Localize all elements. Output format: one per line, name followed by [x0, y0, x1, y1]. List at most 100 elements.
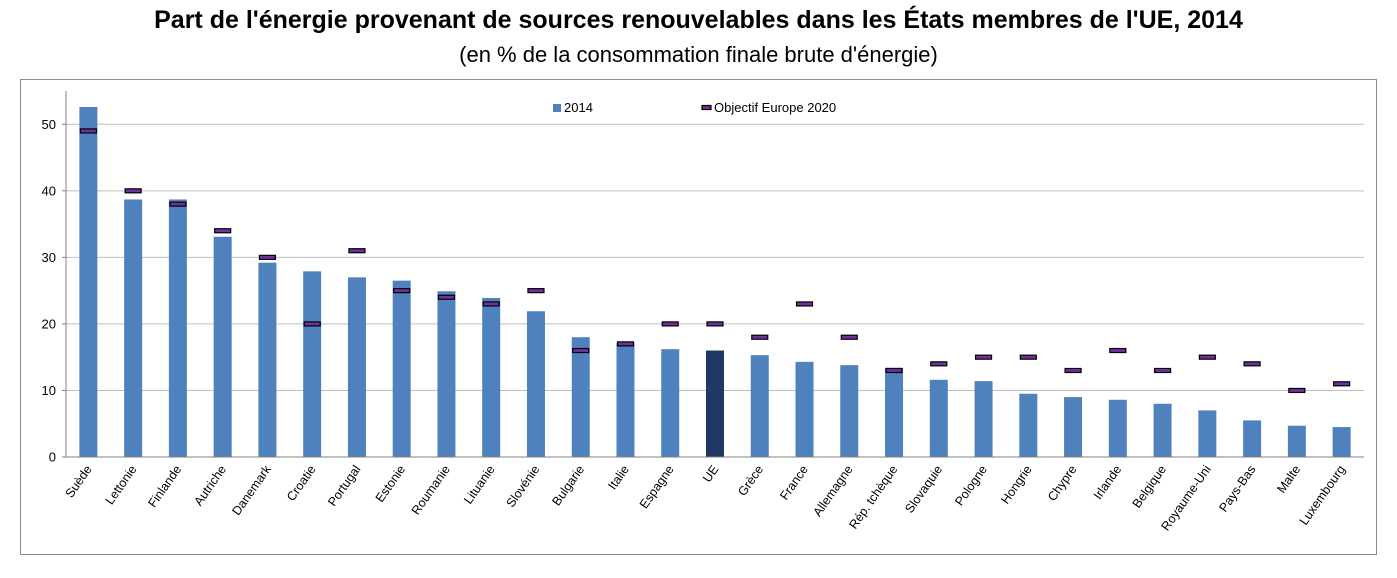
- x-tick-label: Danemark: [229, 462, 274, 518]
- target-marker: [348, 248, 366, 254]
- x-tick-label: Roumanie: [409, 463, 453, 518]
- target-marker: [572, 347, 590, 354]
- target-marker: [1288, 387, 1306, 394]
- bar: [1198, 410, 1217, 457]
- x-tick-label: Luxembourg: [1297, 463, 1348, 528]
- x-tick-label: Espagne: [637, 463, 677, 511]
- bar: [1243, 420, 1262, 457]
- bar: [1019, 393, 1038, 457]
- target-marker: [393, 288, 411, 294]
- target-marker: [79, 128, 97, 134]
- x-tick-label: Allemagne: [810, 463, 855, 519]
- legend-label-target: Objectif Europe 2020: [714, 100, 836, 115]
- y-tick-label: 40: [42, 183, 56, 198]
- bar: [79, 106, 98, 457]
- x-tick-label: Rép. tchèque: [846, 463, 900, 532]
- target-marker: [885, 367, 903, 374]
- x-tick-label: Bulgarie: [549, 463, 587, 509]
- bar: [795, 361, 814, 457]
- target-marker: [303, 321, 321, 327]
- x-tick-label: Pologne: [952, 463, 990, 509]
- x-tick-label: Croatie: [284, 463, 319, 504]
- y-tick-label: 30: [42, 250, 56, 265]
- x-tick-label: France: [777, 463, 811, 503]
- bar: [840, 365, 859, 457]
- target-marker: [751, 334, 769, 340]
- bar: [929, 379, 948, 457]
- target-marker: [974, 354, 993, 360]
- bar: [392, 280, 411, 457]
- bar: [661, 349, 680, 457]
- x-tick-label: Malte: [1274, 463, 1303, 496]
- x-tick-label: Estonie: [373, 463, 408, 505]
- target-marker: [1333, 381, 1351, 387]
- bar: [1108, 399, 1127, 457]
- bar: [482, 297, 501, 457]
- bar: [303, 271, 322, 457]
- axes: [65, 91, 1364, 458]
- target-marker: [840, 334, 858, 340]
- target-marker: [258, 254, 277, 260]
- bar: [616, 343, 635, 457]
- target-marker: [1198, 354, 1216, 360]
- target-marker: [1243, 361, 1261, 367]
- x-tick-label: Finlande: [145, 463, 184, 510]
- legend-swatch-2014: [553, 104, 561, 112]
- bar: [347, 277, 366, 457]
- target-marker: [124, 188, 142, 194]
- bar: [258, 262, 277, 457]
- x-tick-label: Lettonie: [103, 463, 140, 508]
- target-marker: [1019, 354, 1037, 360]
- target-marker: [437, 294, 456, 300]
- target-marker: [706, 321, 724, 327]
- bar: [437, 291, 456, 457]
- x-tick-label: Italie: [605, 463, 632, 493]
- x-tick-label: Grèce: [735, 463, 766, 499]
- chart-frame: [20, 79, 1377, 555]
- target-marker: [482, 301, 500, 307]
- target-marker: [1109, 347, 1127, 354]
- targets-2020: [79, 128, 1351, 394]
- y-tick-label: 0: [49, 450, 56, 465]
- target-marker: [169, 201, 187, 207]
- bar: [750, 355, 769, 457]
- x-tick-label: Lituanie: [461, 463, 498, 507]
- legend: 2014 Objectif Europe 2020: [553, 100, 836, 115]
- bar: [213, 236, 232, 457]
- bar: [124, 199, 143, 457]
- x-tick-label: UE: [700, 463, 721, 485]
- x-tick-label: Hongrie: [998, 463, 1035, 507]
- target-marker: [214, 228, 232, 234]
- y-tick-label: 50: [42, 117, 56, 132]
- chart-title: Part de l'énergie provenant de sources r…: [154, 6, 1243, 34]
- bar: [706, 350, 724, 457]
- y-tick-label: 20: [42, 316, 56, 331]
- y-tick-labels: 0 10 20 30 40 50: [42, 117, 66, 465]
- y-tick-label: 10: [42, 383, 56, 398]
- target-marker: [1153, 367, 1172, 374]
- target-marker: [795, 301, 814, 307]
- x-tick-label: Autriche: [191, 463, 229, 509]
- target-marker: [527, 288, 545, 294]
- target-marker: [661, 321, 679, 327]
- target-marker: [616, 341, 635, 347]
- bar: [571, 337, 590, 457]
- bars-2014: [79, 106, 1351, 457]
- x-tick-label: Portugal: [325, 463, 363, 509]
- x-tick-label: Irlande: [1091, 463, 1124, 502]
- bar: [1153, 403, 1172, 457]
- bar: [1064, 397, 1083, 457]
- chart-subtitle: (en % de la consommation finale brute d'…: [459, 42, 938, 67]
- target-marker: [1064, 367, 1082, 374]
- bar: [885, 367, 904, 457]
- bar: [168, 199, 187, 457]
- legend-swatch-target: [701, 104, 712, 111]
- legend-label-2014: 2014: [564, 100, 593, 115]
- bar: [526, 311, 545, 457]
- bar: [1287, 425, 1306, 457]
- x-tick-label: Slovaquie: [902, 463, 945, 516]
- x-tick-label: Chypre: [1045, 463, 1080, 504]
- x-tick-label: Suède: [63, 463, 95, 501]
- bar: [974, 381, 993, 457]
